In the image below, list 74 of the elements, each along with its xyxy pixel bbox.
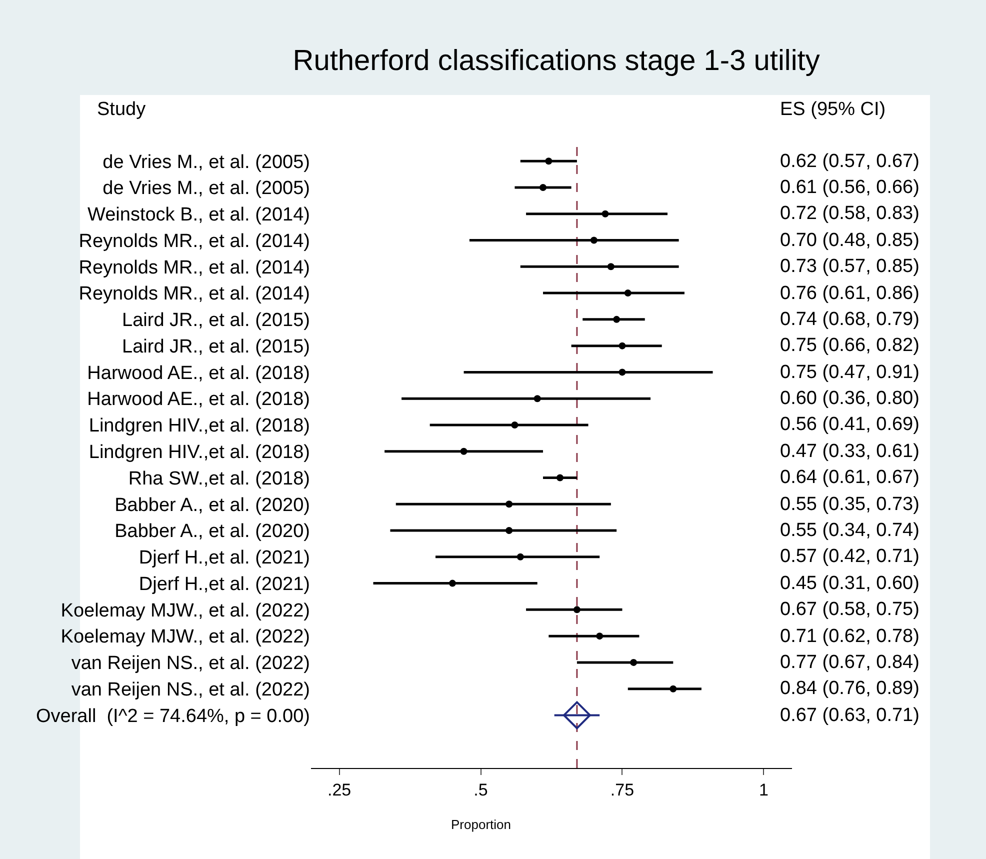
y-tick-label: Laird JR., et al. (2015) bbox=[122, 310, 310, 332]
y-tick-label: Rha SW.,et al. (2018) bbox=[128, 468, 310, 490]
y-tick-label: Weinstock B., et al. (2014) bbox=[88, 204, 310, 226]
text: 0.72 (0.58, 0.83) bbox=[780, 203, 920, 224]
text: 0.75 (0.66, 0.82) bbox=[780, 335, 920, 356]
y-tick-label: Lindgren HIV.,et al. (2018) bbox=[88, 442, 310, 464]
text: 0.84 (0.76, 0.89) bbox=[780, 678, 920, 699]
y-tick-label: Reynolds MR., et al. (2014) bbox=[78, 230, 310, 252]
y-tick-label: Harwood AE., et al. (2018) bbox=[87, 362, 310, 384]
y-tick-label: Reynolds MR., et al. (2014) bbox=[78, 257, 310, 278]
point bbox=[516, 553, 524, 560]
y-tick-label: Djerf H.,et al. (2021) bbox=[138, 574, 310, 595]
text: 0.56 (0.41, 0.69) bbox=[780, 414, 920, 435]
y-tick-label: van Reijen NS., et al. (2022) bbox=[71, 679, 310, 700]
text: 0.70 (0.48, 0.85) bbox=[780, 230, 920, 251]
y-tick-label: Babber A., et al. (2020) bbox=[114, 521, 310, 542]
y-tick-label: Koelemay MJW., et al. (2022) bbox=[60, 600, 310, 622]
point bbox=[596, 632, 604, 640]
y-tick-label: Babber A., et al. (2020) bbox=[114, 494, 310, 516]
y-tick-label: de Vries M., et al. (2005) bbox=[102, 178, 310, 200]
text: 0.64 (0.61, 0.67) bbox=[780, 467, 920, 488]
y-tick-label: Laird JR., et al. (2015) bbox=[122, 336, 310, 358]
text: 0.60 (0.36, 0.80) bbox=[780, 388, 920, 409]
text: 0.55 (0.34, 0.74) bbox=[780, 520, 920, 541]
point bbox=[540, 184, 547, 191]
point bbox=[607, 263, 614, 270]
y-tick-label: van Reijen NS., et al. (2022) bbox=[71, 653, 310, 674]
y-tick-label: Djerf H.,et al. (2021) bbox=[138, 548, 310, 569]
y-tick-label: de Vries M., et al. (2005) bbox=[102, 152, 310, 173]
point bbox=[448, 580, 456, 587]
text: 0.76 (0.61, 0.86) bbox=[780, 283, 920, 304]
x-tick-label: .5 bbox=[474, 780, 488, 800]
text: 0.61 (0.56, 0.66) bbox=[780, 177, 920, 198]
point bbox=[630, 658, 638, 666]
text: 0.47 (0.33, 0.61) bbox=[780, 441, 920, 462]
x-axis-title: Proportion bbox=[451, 817, 511, 832]
text: 0.67 (0.58, 0.75) bbox=[780, 599, 920, 620]
x-tick-label: .25 bbox=[327, 780, 352, 800]
text: 0.73 (0.57, 0.85) bbox=[780, 256, 920, 277]
text: 0.55 (0.35, 0.73) bbox=[780, 494, 920, 515]
text: 0.77 (0.67, 0.84) bbox=[780, 652, 920, 673]
text: 0.62 (0.57, 0.67) bbox=[780, 151, 920, 172]
point bbox=[590, 236, 598, 244]
point bbox=[670, 685, 677, 692]
text: Study bbox=[97, 99, 146, 120]
point bbox=[506, 500, 513, 508]
point bbox=[624, 290, 632, 297]
point bbox=[602, 210, 609, 218]
point bbox=[562, 701, 591, 730]
text: 0.45 (0.31, 0.60) bbox=[780, 573, 920, 594]
y-tick-label: Lindgren HIV.,et al. (2018) bbox=[88, 416, 310, 437]
x-tick-label: 1 bbox=[758, 780, 768, 800]
point bbox=[618, 342, 626, 350]
text: 0.67 (0.63, 0.71) bbox=[780, 705, 920, 726]
y-tick-label: Reynolds MR., et al. (2014) bbox=[78, 284, 310, 305]
text: 0.74 (0.68, 0.79) bbox=[780, 309, 920, 330]
x-tick-label: .75 bbox=[610, 780, 634, 800]
point bbox=[545, 158, 552, 165]
point bbox=[573, 606, 580, 614]
y-tick-label: Overall (I^2 = 74.64%, p = 0.00) bbox=[36, 706, 310, 727]
text: ES (95% CI) bbox=[780, 99, 886, 120]
text: 0.71 (0.62, 0.78) bbox=[780, 626, 920, 647]
chart-title: Rutherford classifications stage 1-3 utility bbox=[292, 45, 820, 78]
point bbox=[618, 368, 626, 376]
point bbox=[511, 421, 518, 428]
point bbox=[556, 474, 564, 482]
text: 0.75 (0.47, 0.91) bbox=[780, 362, 920, 383]
point bbox=[506, 527, 513, 534]
point bbox=[613, 316, 620, 323]
y-tick-label: Koelemay MJW., et al. (2022) bbox=[60, 626, 310, 648]
y-tick-label: Harwood AE., et al. (2018) bbox=[87, 389, 310, 410]
point bbox=[460, 448, 468, 455]
point bbox=[534, 395, 541, 402]
text: 0.57 (0.42, 0.71) bbox=[780, 546, 920, 567]
